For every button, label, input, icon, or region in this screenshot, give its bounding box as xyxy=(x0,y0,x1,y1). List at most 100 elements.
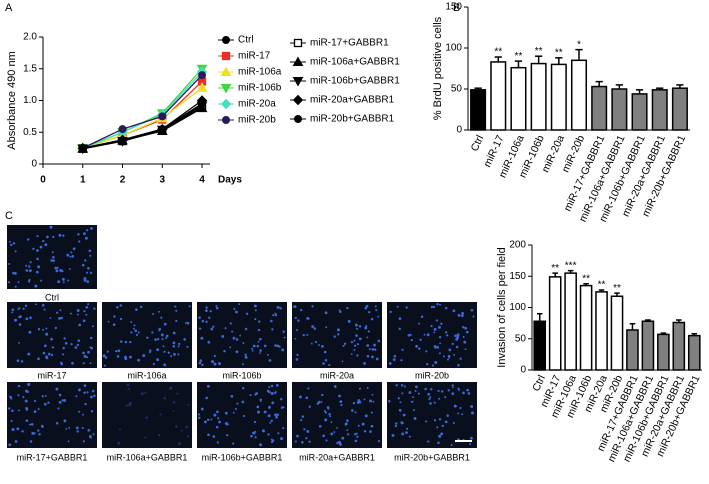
cell-dot xyxy=(259,337,262,341)
cell-dot xyxy=(29,423,32,426)
cell-dot xyxy=(119,304,123,307)
cell-dot xyxy=(58,400,62,404)
cell-dot xyxy=(365,304,369,308)
cell-dot xyxy=(140,392,144,396)
cell-dot xyxy=(107,320,110,323)
cell-dot xyxy=(444,420,448,424)
y-tick-label: 100 xyxy=(445,43,462,54)
cell-dot xyxy=(347,319,351,323)
cell-dot xyxy=(330,432,334,436)
cell-dot xyxy=(84,402,87,406)
cell-dot xyxy=(373,343,376,347)
cell-dot xyxy=(86,280,90,283)
cell-dot xyxy=(372,400,375,403)
marker xyxy=(222,116,230,124)
micrograph xyxy=(7,302,97,368)
cell-dot xyxy=(203,420,207,424)
cell-dot xyxy=(268,386,271,389)
cell-dot xyxy=(472,315,475,318)
cell-dot xyxy=(442,355,445,358)
cell-dot xyxy=(213,413,217,417)
cell-dot xyxy=(40,279,43,282)
cell-dot xyxy=(142,354,146,358)
marker xyxy=(292,56,304,66)
cell-dot xyxy=(451,392,455,396)
cell-dot xyxy=(30,422,34,426)
cell-dot xyxy=(451,384,454,387)
cell-dot xyxy=(366,344,370,347)
significance: ** xyxy=(598,280,606,291)
cell-dot xyxy=(267,433,270,436)
cell-dot xyxy=(328,413,331,416)
y-tick-label: 0.5 xyxy=(23,127,37,138)
cell-dot xyxy=(369,399,372,403)
micrograph-label: miR-106a xyxy=(127,370,166,380)
cell-dot xyxy=(302,333,305,337)
cell-dot xyxy=(354,439,358,443)
cell-dot xyxy=(158,310,160,313)
cell-dot xyxy=(438,434,442,438)
cell-dot xyxy=(20,360,24,363)
cell-dot xyxy=(336,328,340,332)
cell-dot xyxy=(25,389,28,393)
cell-dot xyxy=(432,305,436,309)
cell-dot xyxy=(207,340,211,344)
cell-dot xyxy=(334,386,337,389)
cell-dot xyxy=(198,361,202,365)
cell-dot xyxy=(306,333,309,336)
cell-dot xyxy=(18,323,22,326)
cell-dot xyxy=(162,345,165,348)
cell-dot xyxy=(401,392,404,395)
cell-dot xyxy=(175,309,178,312)
cell-dot xyxy=(295,328,299,332)
cell-dot xyxy=(388,400,391,403)
significance: *** xyxy=(565,260,577,271)
cell-dot xyxy=(17,308,20,311)
cell-dot xyxy=(119,428,122,431)
cell-dot xyxy=(234,407,237,410)
marker xyxy=(78,144,87,153)
cell-dot xyxy=(37,265,41,269)
cell-dot xyxy=(268,405,271,409)
cell-dot xyxy=(269,421,272,424)
cell-dot xyxy=(275,415,278,419)
cell-dot xyxy=(93,307,96,310)
bar xyxy=(687,334,701,371)
cell-dot xyxy=(244,355,248,359)
cell-dot xyxy=(175,425,178,428)
cell-dot xyxy=(224,411,228,415)
cell-dot xyxy=(322,434,325,438)
x-tick-label: 2 xyxy=(120,175,126,186)
bar xyxy=(610,295,624,371)
cell-dot xyxy=(440,432,444,436)
cell-dot xyxy=(84,236,88,240)
significance: ** xyxy=(613,283,621,294)
cell-dot xyxy=(437,389,440,393)
cell-dot xyxy=(462,391,465,395)
cell-dot xyxy=(205,306,208,309)
cell-dot xyxy=(210,327,214,331)
cell-dot xyxy=(274,391,277,395)
cell-dot xyxy=(355,323,358,327)
cell-dot xyxy=(239,334,242,337)
cell-dot xyxy=(238,303,241,306)
cell-dot xyxy=(454,334,457,338)
cell-dot xyxy=(47,401,50,404)
cell-dot xyxy=(318,344,320,346)
cell-dot xyxy=(371,393,374,396)
cell-dot xyxy=(350,409,354,412)
cell-dot xyxy=(85,313,88,316)
cell-dot xyxy=(62,346,65,350)
cell-dot xyxy=(172,331,176,335)
cell-dot xyxy=(32,247,35,251)
cell-dot xyxy=(470,411,474,415)
bar xyxy=(510,66,527,131)
cell-dot xyxy=(363,398,366,401)
cell-dot xyxy=(87,350,90,354)
cell-dot xyxy=(274,413,277,417)
legend-item: miR-20b+GABBR1 xyxy=(290,114,395,125)
cell-dot xyxy=(356,343,360,346)
y-tick-label: 150 xyxy=(445,2,462,13)
cell-dot xyxy=(78,240,81,243)
cell-dot xyxy=(91,389,95,393)
